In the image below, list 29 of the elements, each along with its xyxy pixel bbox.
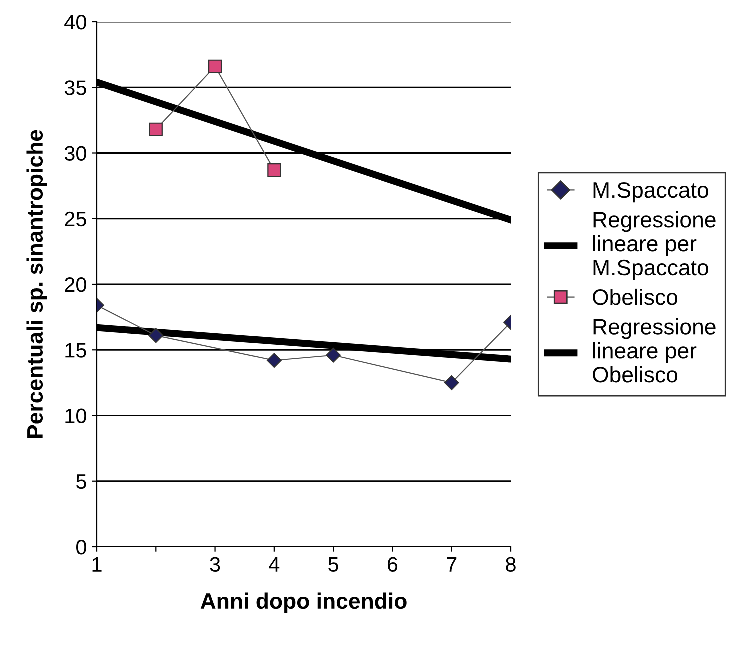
y-tick-label: 25 [65,212,86,227]
y-tick-label: 15 [66,343,86,358]
y-tick-label: 30 [64,146,86,162]
legend-label: Regressione lineare per Obelisco [593,318,716,383]
point [148,328,164,344]
y-axis-title: Percentuali sp. sinantropiche [26,130,48,438]
y-tick-label: 5 [76,474,86,490]
point [267,353,282,368]
x-tick-label: 8 [506,557,516,572]
x-tick-label: 3 [210,557,220,572]
legend-label: Regressione lineare per M.Spaccato [594,211,716,280]
x-tick-label: 4 [269,557,280,572]
x-tick-label: 6 [388,557,398,572]
legend-label: Obelisco [593,288,678,306]
point [268,164,282,178]
x-axis-title: Anni dopo incendio [200,592,407,614]
point [326,348,341,363]
y-tick-label: 0 [76,540,86,555]
y-tick-label: 20 [65,278,86,292]
point [149,122,163,136]
y-tick-label: 35 [64,80,86,96]
point [444,376,460,390]
y-tick-label: 10 [66,408,86,424]
legend-label: M.Spaccato [594,182,708,203]
x-tick-label: 5 [328,557,338,572]
point [208,60,222,74]
y-tick-label: 40 [64,15,86,30]
x-tick-label: 1 [92,557,102,572]
x-tick-label: 7 [447,557,457,572]
